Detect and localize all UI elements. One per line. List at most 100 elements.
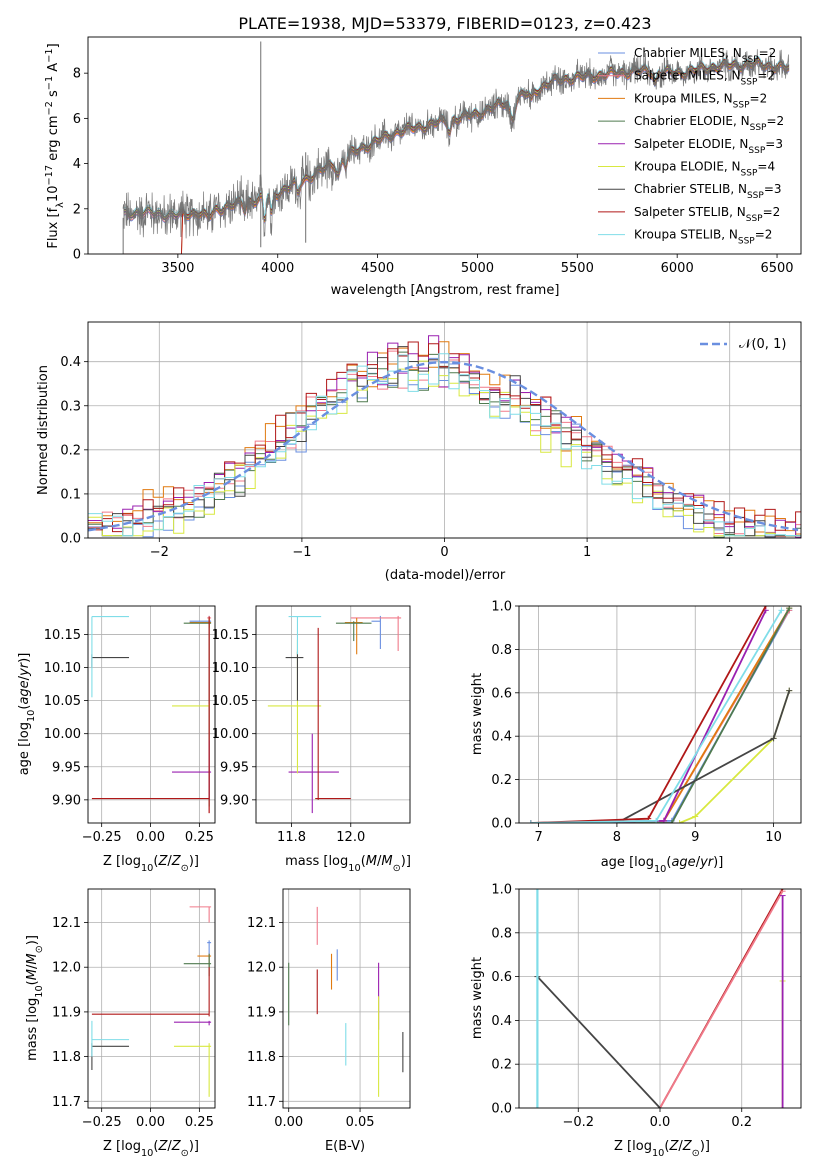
y-tick-label: 12.0 — [52, 961, 81, 976]
x-axis-label: (data-model)/error — [385, 568, 506, 583]
histogram-step-kroupa-elodie — [88, 360, 801, 537]
y-axis-label: mass [log10(M/M⊙)] — [25, 935, 45, 1061]
histogram-step-salpeter-stelib — [88, 341, 801, 533]
cumulative-line-kroupa-elodie — [679, 690, 791, 823]
data-line — [122, 48, 790, 239]
plot-area — [288, 906, 404, 1097]
y-tick-label: 0.2 — [491, 773, 512, 788]
plot-area — [88, 335, 801, 538]
plot-area — [534, 889, 786, 1108]
x-tick-label: 0 — [440, 545, 448, 560]
plot-area — [91, 906, 212, 1097]
x-tick-label: 6000 — [661, 261, 694, 276]
x-tick-label: 0.25 — [185, 830, 214, 845]
x-tick-label: 9 — [691, 830, 699, 845]
y-tick-label: 0.2 — [491, 1058, 512, 1073]
y-tick-label: 11.7 — [247, 1095, 276, 1110]
y-axis-label: Flux [fλ10−17 erg cm−2 s−1 A−1] — [44, 43, 66, 248]
y-tick-label: 10.15 — [212, 628, 249, 643]
x-axis-label: mass [log10(M/M⊙)] — [285, 854, 411, 874]
y-tick-label: 0.3 — [60, 399, 81, 414]
age-vs-metallicity-panel: −0.25 0.00 0.25 9.90 9.95 10.00 10.05 10.10 10.1… — [17, 605, 216, 874]
y-tick-label: 0.0 — [491, 817, 512, 832]
y-tick-label: 0 — [73, 248, 81, 263]
x-tick-label: 4500 — [361, 261, 394, 276]
x-tick-label: −1 — [292, 545, 311, 560]
spectrum-panel: 3500 4000 4500 5000 5500 6000 6500 0 2 4 6 8 wavelen… — [44, 36, 802, 298]
histogram-step-chabrier-miles — [88, 357, 801, 538]
normal-curve — [88, 360, 799, 532]
y-axis-label: Normed distribution — [36, 365, 51, 495]
x-tick-label: 1 — [583, 545, 591, 560]
axes-frame — [87, 605, 216, 824]
y-tick-label: 12.0 — [247, 961, 276, 976]
legend-entry: Salpeter STELIB, NSSP=2 — [634, 205, 780, 224]
y-tick-label: 0.2 — [60, 443, 81, 458]
x-tick-label: −2 — [150, 545, 169, 560]
model-line-salpeter-stelib — [123, 56, 790, 254]
x-tick-label: 7 — [534, 830, 542, 845]
y-tick-label: 1.0 — [491, 600, 512, 615]
y-axis-label: mass weight — [470, 673, 485, 755]
legend-entry: Kroupa STELIB, NSSP=2 — [634, 228, 772, 247]
y-tick-label: 0.4 — [491, 1014, 512, 1029]
x-tick-label: 6500 — [760, 261, 793, 276]
y-tick-label: 0.0 — [60, 532, 81, 547]
y-tick-label: 0.4 — [60, 355, 81, 370]
y-tick-label: 10.10 — [44, 661, 81, 676]
y-tick-label: 4 — [73, 157, 81, 172]
y-tick-label: 2 — [73, 202, 81, 217]
y-tick-label: 1.0 — [491, 883, 512, 898]
y-tick-label: 8 — [73, 67, 81, 82]
y-tick-label: 10.05 — [212, 694, 249, 709]
x-tick-label: 0.25 — [185, 1115, 214, 1130]
histogram-step-chabrier-stelib — [88, 346, 801, 538]
y-tick-label: 0.6 — [491, 686, 512, 701]
x-tick-label: 5000 — [461, 261, 494, 276]
y-tick-label: 11.8 — [52, 1050, 81, 1065]
axes-frame — [518, 605, 802, 824]
x-tick-label: −0.2 — [562, 1115, 594, 1130]
legend-entry: Chabrier STELIB, NSSP=3 — [634, 182, 782, 201]
y-tick-label: 0.6 — [491, 970, 512, 985]
x-axis-label: E(B-V) — [325, 1139, 365, 1154]
y-tick-label: 12.1 — [247, 916, 276, 931]
plot-area — [267, 615, 402, 814]
x-tick-label: −0.25 — [82, 830, 122, 845]
legend-entry: Chabrier MILES, NSSP=2 — [634, 46, 776, 65]
x-tick-label: 12.0 — [336, 830, 365, 845]
x-tick-label: 3500 — [161, 261, 194, 276]
histogram-step-kroupa-stelib — [88, 353, 801, 537]
mass-vs-ebv-panel: 0.00 0.05 11.7 11.8 11.9 12.0 12.1 E(B-V) — [247, 888, 411, 1154]
y-tick-label: 10.05 — [44, 694, 81, 709]
x-tick-label: 5500 — [561, 261, 594, 276]
legend-entry: Salpeter ELODIE, NSSP=3 — [634, 137, 783, 156]
legend-entry: 𝒩(0, 1) — [739, 337, 786, 352]
y-tick-label: 11.8 — [247, 1050, 276, 1065]
cumulative-line-kroupa-stelib — [530, 609, 783, 823]
y-tick-label: 10.00 — [44, 727, 81, 742]
axes-frame — [282, 888, 411, 1109]
x-tick-label: 0.00 — [274, 1115, 303, 1130]
axes-frame — [87, 321, 802, 539]
y-tick-label: 11.9 — [52, 1005, 81, 1020]
cumulative-line-chabrier-stelib — [616, 690, 791, 823]
y-tick-label: 9.95 — [220, 760, 249, 775]
histogram-step-chabrier-elodie — [88, 351, 801, 538]
age-vs-mass-panel: 11.8 12.0 9.90 9.95 10.00 10.05 10.10 10.15 mass… — [212, 605, 411, 874]
y-tick-label: 9.90 — [52, 793, 81, 808]
x-tick-label: 0.0 — [650, 1115, 671, 1130]
mass-weight-vs-age-panel: 7 8 9 10 0.0 0.2 0.4 0.6 0.8 1.0 age [log10(age/yr… — [470, 600, 802, 875]
cumulative-line — [536, 975, 661, 1108]
cumulative-line — [659, 890, 784, 1108]
y-tick-label: 6 — [73, 112, 81, 127]
y-tick-label: 12.1 — [52, 916, 81, 931]
plot-area — [122, 41, 790, 254]
x-tick-label: 0.2 — [731, 1115, 752, 1130]
y-tick-label: 0.1 — [60, 487, 81, 502]
axes-frame — [87, 888, 216, 1109]
y-axis-label: mass weight — [470, 957, 485, 1039]
cumulative-line-chabrier-elodie — [530, 607, 791, 823]
y-tick-label: 0.8 — [491, 926, 512, 941]
